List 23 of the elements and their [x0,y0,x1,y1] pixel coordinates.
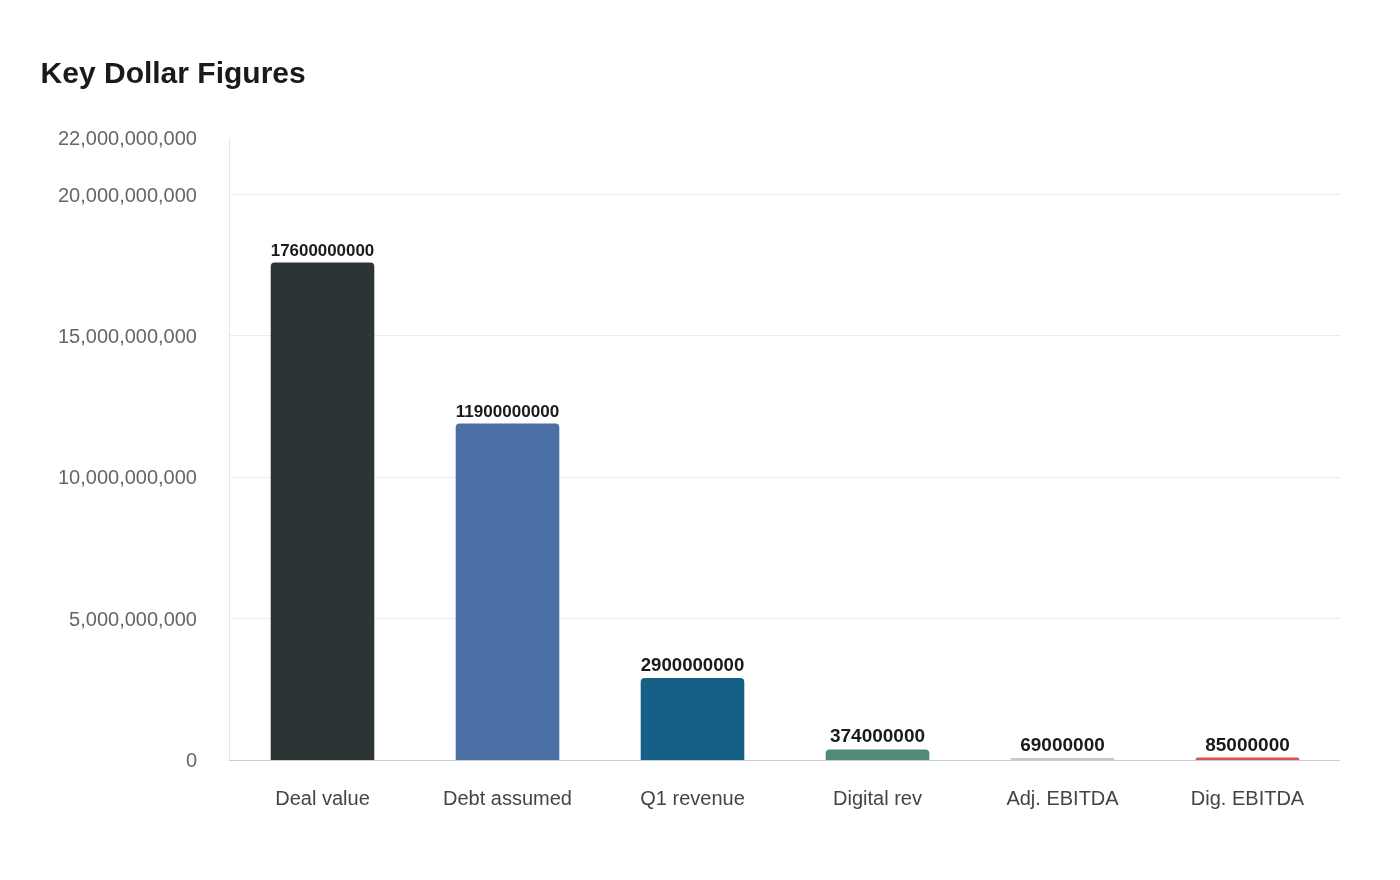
y-tick-label: 20,000,000,000 [57,183,197,206]
data-label: 85000000 [1205,733,1290,755]
bar [270,262,375,760]
x-tick-label: Q1 revenue [640,787,745,809]
chart-title: Key Dollar Figures [40,55,306,89]
data-label: 374000000 [829,725,926,747]
x-tick-label: Dig. EBITDA [1190,787,1305,809]
x-tick-label: Digital rev [833,787,922,809]
data-label: 11900000000 [455,401,560,421]
x-tick-label: Deal value [275,787,370,809]
y-tick-label: 0 [185,749,197,771]
data-label: 69000000 [1020,734,1105,755]
y-tick-label: 10,000,000,000 [57,466,197,489]
bar [640,678,745,760]
x-tick-label: Debt assumed [443,787,572,809]
bar [455,423,560,760]
bar [825,749,930,760]
data-label: 17600000000 [270,240,375,260]
y-tick-label: 5,000,000,000 [69,607,197,630]
data-label: 2900000000 [640,654,745,676]
y-tick-label: 22,000,000,000 [57,127,197,149]
x-tick-label: Adj. EBITDA [1006,787,1120,809]
y-tick-label: 15,000,000,000 [57,324,197,347]
